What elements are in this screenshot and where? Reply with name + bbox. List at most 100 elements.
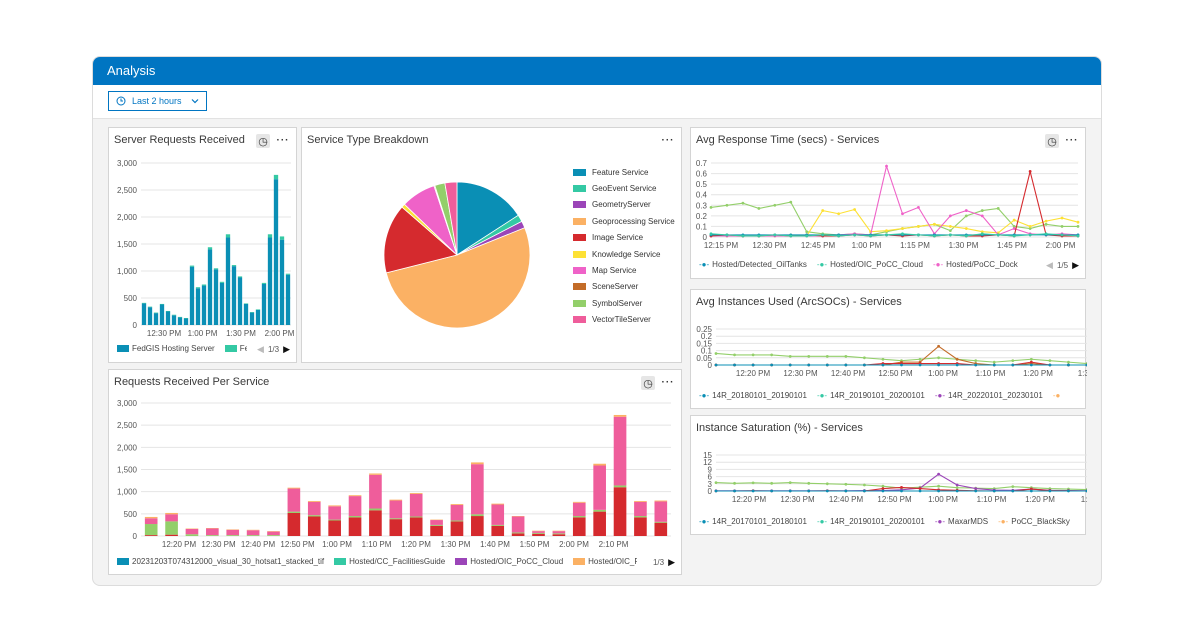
more-options-icon[interactable]: ···	[1065, 135, 1079, 146]
next-page-icon[interactable]: ▶	[1072, 260, 1079, 270]
legend-item[interactable]: -●- MaxarMDS	[934, 517, 989, 526]
legend-swatch	[573, 283, 586, 291]
clock-icon[interactable]: ◷	[1045, 134, 1059, 148]
legend-item[interactable]: Image Service	[573, 230, 675, 246]
y-tick-label: 500	[124, 294, 138, 303]
data-point	[1029, 360, 1033, 364]
y-tick-label: 9	[708, 465, 713, 474]
data-point	[937, 363, 940, 367]
bar	[207, 249, 213, 325]
legend-swatch	[573, 267, 586, 275]
prev-page-icon[interactable]: ◀	[1046, 260, 1053, 270]
legend-label: PoCC_BlackSky	[1011, 517, 1070, 526]
legend-item[interactable]: SceneServer	[573, 279, 675, 295]
data-point	[918, 357, 922, 361]
page-indicator: 1/3	[652, 558, 665, 567]
prev-page-icon[interactable]: ◀	[257, 344, 264, 354]
bar	[654, 500, 668, 502]
bar	[177, 317, 183, 325]
legend-item[interactable]: -●- 14R_20220101_20230101	[934, 391, 1043, 400]
legend-item[interactable]: -●- PoCC_BlackSky	[998, 517, 1070, 526]
bar	[287, 512, 301, 536]
bar	[206, 528, 219, 536]
bar	[144, 518, 158, 525]
bar	[328, 520, 341, 536]
legend-label[interactable]: FedGIS Hosting Server	[132, 344, 215, 353]
y-tick-label: 0	[708, 487, 713, 496]
data-point	[1048, 489, 1052, 493]
legend-item[interactable]: -●- 14R_20180101_20190101	[699, 391, 807, 400]
bar	[144, 535, 158, 536]
data-point	[788, 354, 792, 358]
legend-item[interactable]: -●- 14R_20170101_20180101	[699, 517, 807, 526]
series-line	[710, 233, 1079, 237]
data-point	[805, 234, 809, 238]
data-point	[974, 359, 978, 363]
legend-item[interactable]: -●- 14R_20190101_20200101	[816, 517, 925, 526]
pie-slice	[385, 227, 531, 329]
more-options-icon[interactable]: ···	[661, 377, 675, 388]
bar	[552, 533, 566, 535]
y-tick-label: 0	[708, 361, 713, 370]
legend-item[interactable]: -●- Hosted/PoCC_Dock	[933, 260, 1018, 269]
y-tick-label: 0.25	[696, 325, 712, 334]
legend-label[interactable]: Hosted/OIC_PoCC_Cloud	[470, 557, 564, 566]
legend-item[interactable]: -●- Hosted/Detected_OilTanks	[699, 260, 807, 269]
legend-label[interactable]: Fe	[239, 344, 247, 353]
data-point	[741, 201, 745, 205]
more-options-icon[interactable]: ···	[661, 135, 675, 146]
time-range-dropdown[interactable]: Last 2 hours	[108, 91, 207, 111]
data-point	[992, 360, 996, 364]
legend-item[interactable]: GeometryServer	[573, 197, 675, 213]
legend-item[interactable]: SymbolServer	[573, 295, 675, 311]
data-point	[996, 207, 1000, 210]
data-point	[901, 232, 904, 236]
legend-label: GeometryServer	[592, 200, 651, 210]
legend-label[interactable]: Hosted/CC_FacilitiesGuide	[349, 557, 446, 566]
bar	[255, 309, 261, 310]
legend-item[interactable]: -●- Hosted/OIC_PoCC_Cloud	[816, 260, 923, 269]
more-options-icon[interactable]: ···	[276, 135, 290, 146]
next-page-icon[interactable]: ▶	[668, 557, 675, 567]
data-point	[1085, 363, 1087, 367]
bar	[243, 303, 249, 304]
x-tick-label: 1:10 PM	[976, 369, 1006, 378]
bar	[409, 516, 423, 518]
data-point	[948, 229, 952, 233]
bar	[243, 303, 249, 325]
legend-item[interactable]: -●	[1052, 391, 1061, 400]
bar	[249, 312, 255, 313]
y-tick-label: 15	[703, 451, 712, 460]
data-point	[770, 481, 774, 485]
legend-item[interactable]: Knowledge Service	[573, 246, 675, 262]
legend-item[interactable]: Feature Service	[573, 164, 675, 180]
data-point	[1011, 489, 1015, 493]
clock-icon[interactable]: ◷	[641, 376, 655, 390]
legend-item[interactable]: Geoprocessing Service	[573, 213, 675, 229]
legend-item[interactable]: Map Service	[573, 262, 675, 278]
panel-title: Instance Saturation (%) - Services	[696, 422, 863, 434]
x-tick-label: 1:00 PM	[852, 241, 882, 250]
bar	[231, 265, 237, 267]
legend-label: SymbolServer	[592, 298, 643, 308]
y-tick-label: 3,000	[117, 399, 138, 408]
panel-title: Requests Received Per Service	[114, 376, 270, 388]
y-tick-label: 500	[124, 510, 138, 519]
data-point	[964, 209, 968, 212]
data-point	[974, 487, 978, 490]
data-point	[863, 356, 866, 360]
next-page-icon[interactable]: ▶	[283, 344, 290, 354]
y-tick-label: 2,000	[117, 443, 138, 452]
legend-label: Image Service	[592, 233, 644, 243]
data-point	[788, 363, 792, 367]
legend-item[interactable]: GeoEvent Service	[573, 180, 675, 196]
legend-label[interactable]: Hosted/OIC_Pc	[588, 557, 637, 566]
bar	[471, 462, 484, 465]
legend-item[interactable]: VectorTileServer	[573, 312, 675, 328]
clock-icon[interactable]: ◷	[256, 134, 270, 148]
legend-label[interactable]: 20231203T074312000_visual_30_hotsat1_sta…	[132, 557, 325, 566]
legend-item[interactable]: -●- 14R_20190101_20200101	[816, 391, 925, 400]
bar	[153, 313, 159, 325]
bar	[226, 535, 240, 536]
data-point	[948, 225, 952, 228]
